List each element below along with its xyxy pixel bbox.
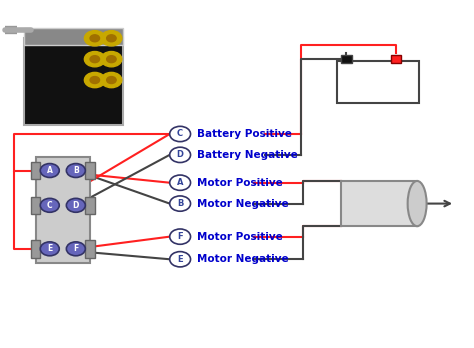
Bar [24,38,123,125]
Circle shape [170,175,191,190]
Text: C: C [177,129,183,139]
Circle shape [170,196,191,211]
Bar [85,240,95,258]
Circle shape [66,198,85,212]
Text: B: B [73,166,79,175]
Circle shape [101,31,122,46]
Circle shape [84,31,105,46]
Bar [341,55,352,63]
Bar [341,181,417,226]
Bar [31,162,40,179]
Circle shape [40,198,59,212]
Circle shape [101,72,122,88]
Text: Motor Negative: Motor Negative [197,199,288,208]
Circle shape [90,35,100,42]
Text: F: F [73,244,79,253]
Text: A: A [177,178,183,187]
Circle shape [90,77,100,84]
Bar [85,162,95,179]
Circle shape [101,52,122,67]
Circle shape [84,52,105,67]
Circle shape [170,147,191,163]
Circle shape [40,242,59,256]
Text: Motor Positive: Motor Positive [197,232,283,242]
Bar [24,28,123,45]
Bar [85,197,95,214]
Circle shape [66,242,85,256]
Circle shape [40,164,59,177]
Bar [31,197,40,214]
Text: D: D [73,201,79,210]
Text: A: A [47,166,53,175]
Text: Battery Positive: Battery Positive [197,129,292,139]
Bar [36,157,90,263]
Circle shape [170,126,191,142]
Circle shape [90,56,100,63]
Text: D: D [177,150,183,159]
Text: Motor Positive: Motor Positive [197,178,283,188]
Circle shape [170,252,191,267]
Text: E: E [47,244,53,253]
Bar [391,55,401,63]
Text: Battery Negative: Battery Negative [197,150,298,160]
Circle shape [107,35,116,42]
Text: B: B [177,199,183,208]
Circle shape [107,56,116,63]
Ellipse shape [408,181,427,226]
Circle shape [66,164,85,177]
Text: Motor Negative: Motor Negative [197,254,288,264]
Circle shape [107,77,116,84]
Text: E: E [177,255,183,264]
Circle shape [170,229,191,244]
Text: F: F [177,232,183,241]
Bar [337,61,419,103]
Bar [31,240,40,258]
Circle shape [84,72,105,88]
Text: C: C [47,201,53,210]
